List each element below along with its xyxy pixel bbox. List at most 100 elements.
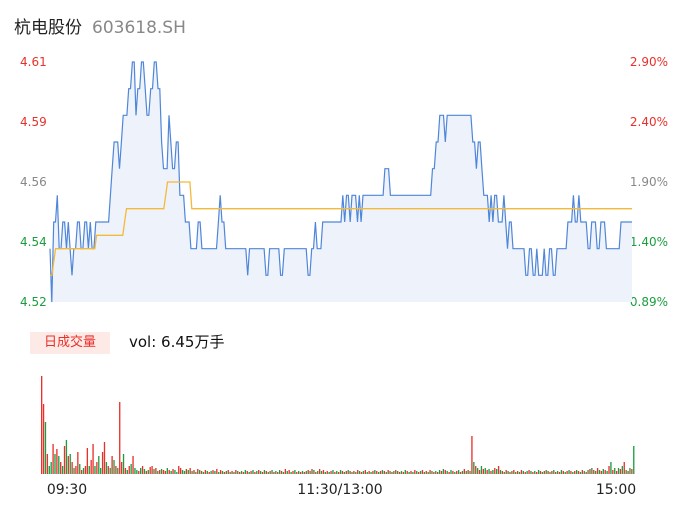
volume-bar — [520, 470, 523, 474]
volume-bar — [341, 471, 344, 474]
volume-bar — [536, 472, 538, 474]
volume-bar — [484, 468, 486, 474]
daily-volume-tab[interactable]: 日成交量 — [30, 332, 110, 354]
volume-bar — [164, 471, 167, 474]
volume-bar — [419, 471, 422, 474]
volume-bar — [113, 460, 115, 474]
volume-bar — [143, 469, 146, 474]
volume-bar — [612, 470, 614, 474]
volume-bar — [465, 471, 467, 474]
volume-bar — [305, 471, 307, 474]
volume-bar — [189, 468, 191, 474]
volume-bar — [490, 471, 492, 474]
volume-bar — [507, 471, 509, 474]
volume-bar — [216, 469, 218, 474]
volume-bar — [534, 471, 536, 474]
volume-bar — [496, 469, 498, 474]
volume-bar — [425, 471, 427, 474]
volume-bar — [633, 446, 635, 474]
volume-bar — [318, 469, 321, 474]
volume-bar — [299, 472, 302, 474]
volume-bar — [437, 472, 439, 474]
volume-bar — [339, 470, 342, 474]
volume-bar — [54, 454, 56, 474]
volume-bar — [269, 471, 271, 474]
volume-bar — [140, 468, 142, 474]
volume-bar — [128, 466, 130, 474]
volume-bar — [377, 472, 380, 474]
volume-bar — [553, 470, 555, 474]
volume-bar — [126, 470, 128, 474]
volume-bar — [473, 462, 475, 474]
volume-bar — [566, 471, 568, 474]
volume-bar — [48, 466, 50, 474]
volume-bar — [387, 470, 389, 474]
volume-bar — [581, 470, 584, 474]
volume-bar — [574, 471, 576, 474]
volume-bar — [296, 472, 298, 474]
volume-bar — [147, 470, 149, 474]
volume-bar — [67, 456, 69, 474]
volume-bar — [206, 471, 208, 474]
volume-bar — [376, 471, 378, 474]
volume-bar — [117, 468, 119, 474]
volume-bar — [292, 471, 294, 474]
volume-bar — [374, 470, 376, 474]
volume-bar — [379, 471, 382, 474]
volume-bar — [358, 471, 361, 474]
volume-bar — [58, 456, 60, 474]
volume-bar — [120, 462, 123, 474]
volume-bar — [398, 472, 401, 474]
volume-bar — [623, 462, 625, 474]
volume-bar — [456, 471, 458, 474]
volume-bar — [261, 472, 264, 474]
volume-bar — [433, 472, 435, 474]
volume-bar — [46, 454, 49, 474]
volume-bar — [475, 466, 477, 474]
volume-bar — [235, 470, 237, 474]
volume-bar — [166, 468, 168, 474]
volume-bar — [119, 402, 121, 474]
volume-bar — [197, 469, 199, 474]
volume-bar — [199, 470, 201, 474]
volume-bar — [463, 469, 465, 474]
average-price-line — [50, 181, 632, 276]
volume-bar — [254, 472, 256, 474]
volume-bar — [237, 471, 239, 474]
volume-bar — [461, 471, 464, 474]
volume-bar — [263, 470, 266, 474]
volume-bar — [446, 471, 448, 474]
volume-bar — [549, 472, 551, 474]
volume-bar — [107, 466, 109, 474]
volume-bar — [530, 471, 532, 474]
volume-bar — [364, 470, 366, 474]
volume-bar — [431, 471, 433, 474]
volume-bar — [556, 471, 559, 474]
volume-bar — [288, 470, 290, 474]
volume-bar — [423, 472, 425, 474]
volume-bar — [585, 472, 587, 474]
volume-bar — [353, 471, 355, 474]
volume-bar — [105, 462, 108, 474]
volume-bar — [212, 470, 214, 474]
volume-bar — [317, 471, 319, 474]
volume-bar — [240, 471, 243, 474]
volume-bar — [63, 446, 66, 474]
volume-bar — [246, 471, 248, 474]
volume-bar — [615, 471, 618, 474]
volume-bar — [457, 470, 460, 474]
volume-bar — [598, 470, 601, 474]
volume-bar — [227, 470, 229, 474]
volume-bar — [322, 470, 325, 474]
volume-bar — [326, 471, 328, 474]
volume-bar — [271, 470, 273, 474]
volume-bar — [494, 468, 496, 474]
volume-bar — [69, 454, 71, 474]
stock-header: 杭电股份 603618.SH — [14, 13, 186, 38]
volume-bar — [414, 470, 416, 474]
volume-bar — [256, 471, 258, 474]
volume-bar — [136, 470, 138, 474]
volume-bar — [347, 470, 349, 474]
volume-bar — [389, 471, 391, 474]
volume-bar — [239, 472, 241, 474]
